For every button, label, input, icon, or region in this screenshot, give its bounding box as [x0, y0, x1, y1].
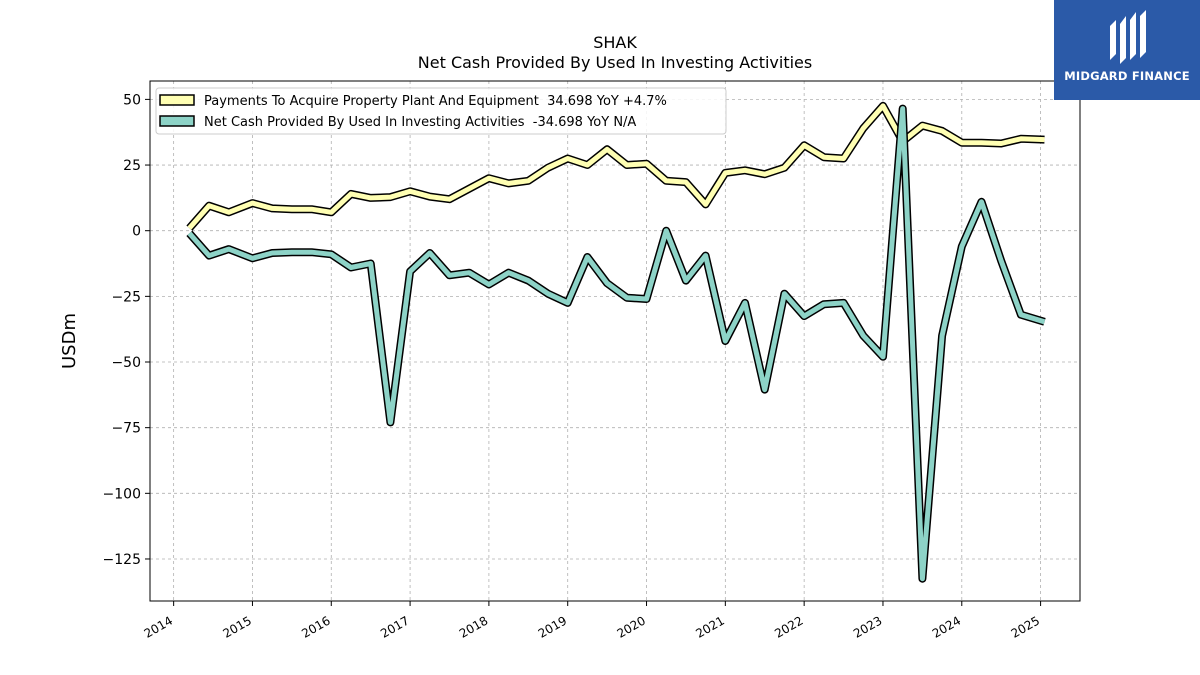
y-tick-label: −125: [103, 552, 141, 568]
y-tick-label: 0: [132, 224, 141, 240]
legend-label-net-cash: Net Cash Provided By Used In Investing A…: [204, 115, 636, 130]
y-tick-label: −75: [111, 421, 141, 437]
series-outline-1: [186, 104, 1046, 583]
plot-frame: [149, 80, 1081, 602]
series-layer: [186, 101, 1046, 583]
brand-name: MIDGARD FINANCE: [1064, 69, 1190, 83]
series-line-1: [187, 106, 1046, 582]
y-tick-label: −50: [111, 355, 141, 371]
legend-swatch-net-cash: [159, 115, 195, 127]
y-axis: 50 25 0 −25 −50 −75 −100 −125: [103, 92, 150, 568]
x-tick-label: 2020: [615, 613, 648, 640]
x-tick-label: 2015: [221, 613, 254, 640]
y-tick-label: −100: [103, 486, 141, 502]
legend: Payments To Acquire Property Plant And E…: [155, 87, 727, 135]
x-tick-label: 2016: [299, 613, 332, 640]
brand-logo: MIDGARD FINANCE: [1054, 0, 1200, 100]
y-tick-label: −25: [111, 289, 141, 305]
legend-box: [155, 87, 727, 135]
x-tick-label: 2023: [851, 613, 884, 640]
x-tick-label: 2021: [693, 613, 726, 640]
x-tick-label: 2014: [142, 613, 175, 640]
x-axis: 2014 2015 2016 2017 2018 2019 2020 2021 2022 2023…: [142, 601, 1042, 641]
midgard-logo-icon: [1110, 10, 1146, 64]
x-tick-label: 2024: [930, 613, 963, 640]
y-tick-label: 25: [123, 158, 141, 174]
x-tick-label: 2019: [536, 613, 569, 640]
x-tick-label: 2025: [1009, 613, 1042, 640]
chart-title: SHAK: [593, 33, 637, 52]
x-tick-label: 2022: [772, 613, 805, 640]
x-tick-label: 2017: [378, 613, 411, 640]
legend-swatch-payments: [159, 94, 195, 106]
y-tick-label: 50: [123, 92, 141, 108]
x-tick-label: 2018: [457, 613, 490, 640]
legend-label-payments: Payments To Acquire Property Plant And E…: [204, 94, 667, 109]
chart-subtitle: Net Cash Provided By Used In Investing A…: [418, 53, 812, 72]
y-axis-label: USDm: [59, 313, 80, 369]
